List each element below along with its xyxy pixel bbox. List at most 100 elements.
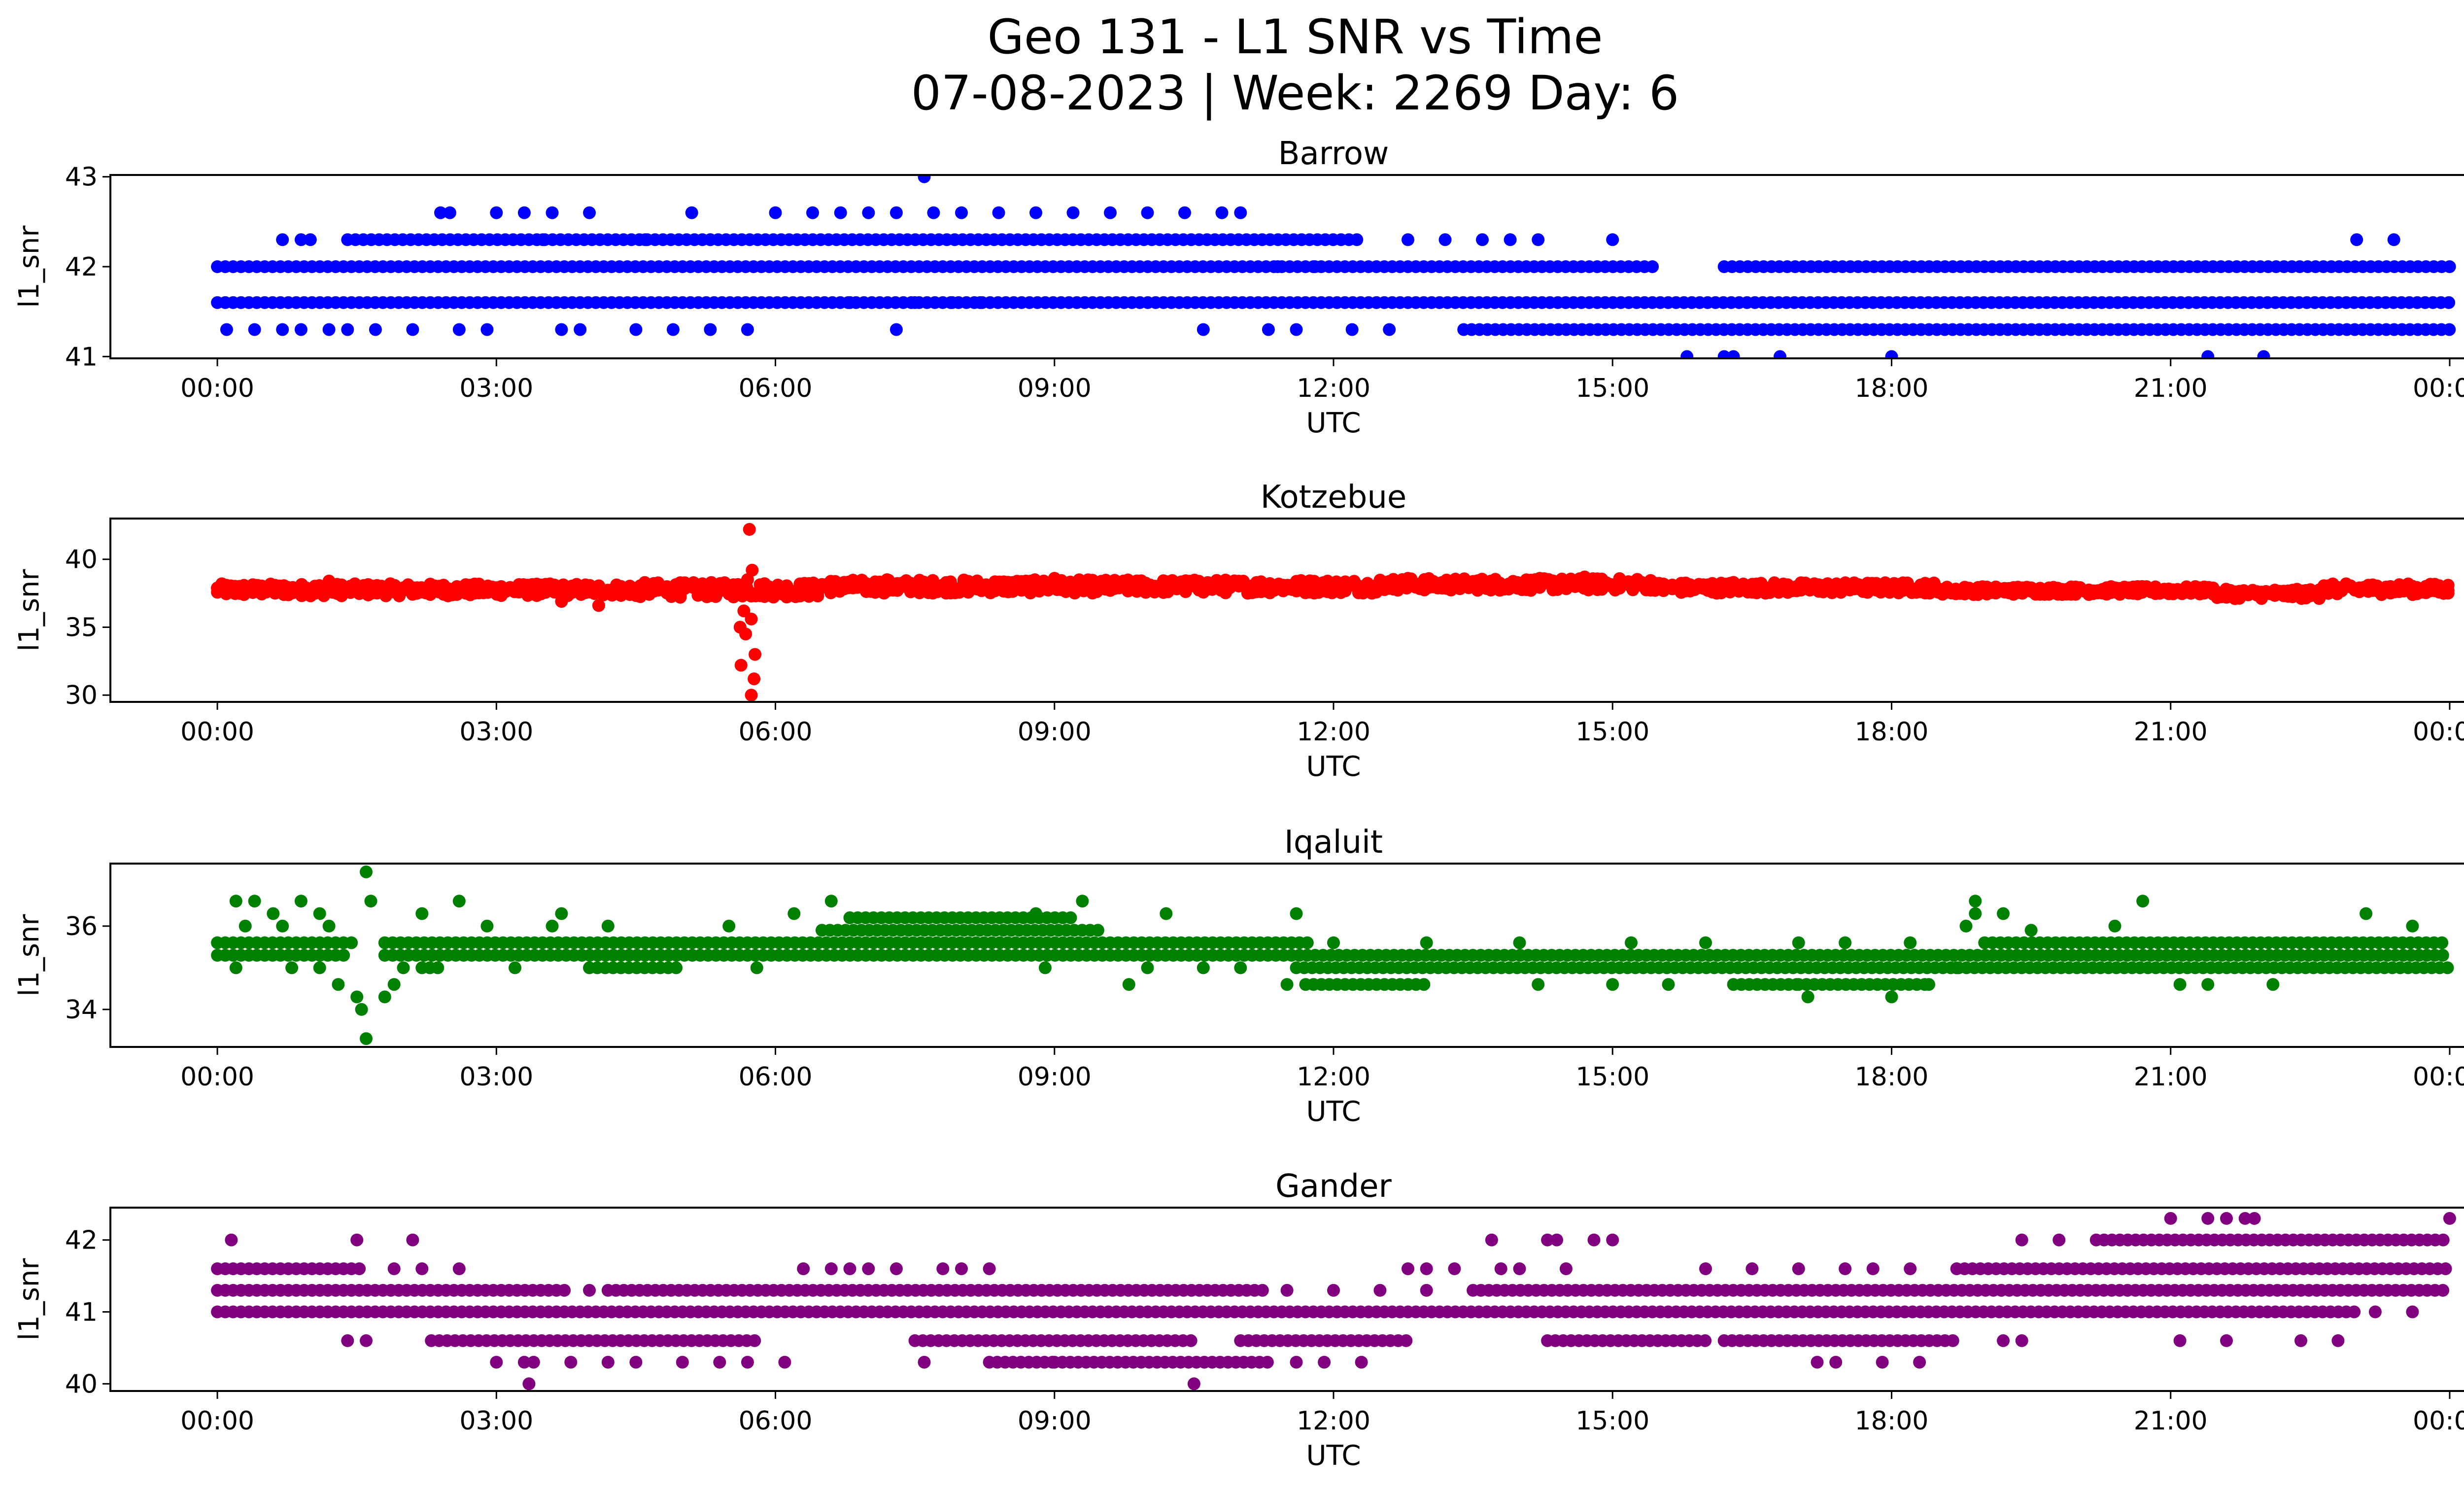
data-point: [741, 573, 754, 586]
data-point: [2220, 1212, 2233, 1225]
data-point: [1587, 1233, 1601, 1247]
y-tick-label: 41: [65, 342, 98, 372]
data-point: [1476, 233, 1489, 246]
y-axis-label: l1_snr: [13, 569, 45, 652]
x-tick-label: 00:00: [2413, 1062, 2464, 1092]
data-point: [1066, 206, 1080, 219]
data-point: [1578, 570, 1591, 584]
data-point: [360, 1334, 373, 1347]
data-point: [2442, 296, 2456, 309]
data-point: [1327, 936, 1340, 949]
x-tick-label: 12:00: [1297, 1062, 1370, 1092]
data-point: [2164, 1212, 2177, 1225]
data-point: [1727, 576, 1740, 589]
data-point: [778, 1356, 791, 1369]
data-point: [1064, 911, 1077, 924]
data-point: [1400, 1334, 1413, 1347]
data-point: [406, 1233, 419, 1247]
data-point: [843, 296, 856, 309]
data-point: [2173, 978, 2187, 991]
data-point: [1606, 978, 1619, 991]
data-point: [2436, 1233, 2450, 1247]
x-tick-label: 06:00: [739, 1062, 813, 1092]
data-point: [1699, 1334, 1712, 1347]
data-point: [890, 323, 903, 336]
data-point: [601, 919, 615, 933]
data-point: [490, 206, 503, 219]
data-point: [452, 895, 466, 908]
data-point: [1280, 978, 1294, 991]
x-tick-label: 03:00: [459, 374, 533, 403]
data-point: [536, 233, 549, 246]
data-point: [666, 323, 680, 336]
data-point: [1345, 323, 1359, 336]
y-tick-label: 34: [65, 995, 98, 1025]
data-point: [797, 1262, 810, 1275]
data-point: [1494, 1262, 1507, 1275]
data-point: [1300, 936, 1314, 949]
data-point: [983, 1262, 996, 1275]
data-point: [1417, 978, 1431, 991]
subplot-barrow: Barrow 00:00 03:00 06:00 09:00 12:00 15:00 18:0…: [13, 136, 2464, 439]
data-point: [1029, 907, 1042, 920]
data-point: [1811, 1356, 1824, 1369]
data-point: [341, 323, 354, 336]
data-point: [294, 895, 308, 908]
y-tick-label: 40: [65, 1369, 98, 1399]
data-point: [322, 574, 336, 588]
data-point: [294, 323, 308, 336]
data-point: [1091, 924, 1104, 937]
data-point: [229, 961, 242, 974]
data-point: [1959, 919, 1973, 933]
data-point: [824, 895, 838, 908]
data-point: [322, 323, 336, 336]
data-point: [452, 323, 466, 336]
data-points: [211, 1212, 2456, 1391]
data-point: [629, 1356, 643, 1369]
data-point: [1513, 1262, 1526, 1275]
data-point: [2108, 919, 2122, 933]
data-point: [1104, 206, 1117, 219]
data-point: [1234, 961, 1247, 974]
data-point: [927, 206, 940, 219]
data-point: [2136, 895, 2150, 908]
figure-title-line2: 07-08-2023 | Week: 2269 Day: 6: [911, 66, 1679, 121]
data-point: [1308, 260, 1322, 273]
data-point: [2406, 1305, 2419, 1319]
data-point: [369, 323, 382, 336]
data-point: [973, 296, 987, 309]
x-tick-label: 03:00: [459, 717, 533, 747]
data-point: [918, 175, 931, 183]
x-tick-label: 15:00: [1575, 374, 1649, 403]
data-point: [341, 1334, 354, 1347]
x-tick-label: 09:00: [1018, 1062, 1092, 1092]
data-point: [1513, 936, 1526, 949]
data-point: [1141, 206, 1154, 219]
y-tick-label: 43: [65, 163, 98, 192]
data-point: [2387, 233, 2400, 246]
data-point: [1504, 233, 1517, 246]
data-point: [1160, 907, 1173, 920]
x-tick-label: 06:00: [739, 1406, 813, 1436]
data-point: [276, 919, 289, 933]
data-point: [741, 323, 754, 336]
data-point: [387, 978, 401, 991]
data-point: [546, 206, 559, 219]
data-point: [881, 573, 893, 586]
data-point: [955, 206, 968, 219]
data-point: [480, 919, 494, 933]
data-point: [1532, 978, 1545, 991]
data-point: [313, 907, 326, 920]
x-tick-label: 09:00: [1018, 717, 1092, 747]
x-tick-label: 21:00: [2134, 374, 2208, 403]
y-axis-label: l1_snr: [13, 225, 45, 308]
data-point: [2201, 1212, 2215, 1225]
data-point: [2220, 1334, 2233, 1347]
data-point: [2435, 936, 2449, 949]
data-point: [1680, 350, 1694, 358]
data-point: [378, 990, 391, 1004]
data-point: [1904, 936, 1917, 949]
data-point: [350, 990, 364, 1004]
data-point: [1866, 1262, 1880, 1275]
data-point: [1662, 978, 1675, 991]
